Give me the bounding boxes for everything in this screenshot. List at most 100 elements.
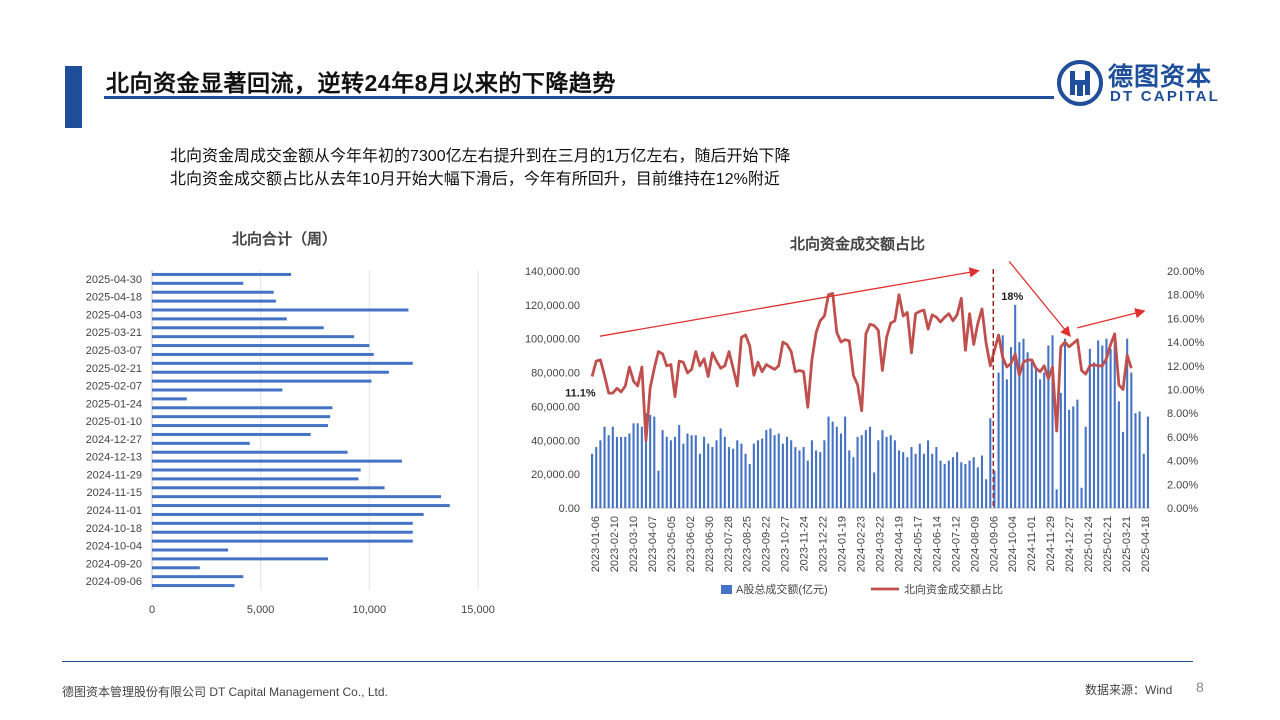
bar: [1051, 335, 1054, 508]
bar: [152, 379, 372, 383]
annotation-label: 11.1%: [565, 387, 596, 399]
bar: [786, 436, 789, 508]
x-tick-label: 2023-12-22: [818, 516, 830, 572]
subtitle-line-1: 北向资金周成交金额从今年年初的7300亿左右提升到在三月的1万亿左右，随后开始下…: [170, 148, 791, 165]
x-tick-label: 2024-12-27: [1064, 516, 1076, 572]
y-tick-label: 2024-12-13: [86, 452, 142, 464]
bar: [740, 443, 743, 508]
y-tick-label: 2024-10-04: [86, 541, 142, 553]
bar: [719, 428, 722, 508]
bar: [1142, 453, 1145, 508]
bar: [152, 477, 359, 481]
bar: [607, 435, 610, 508]
bar: [910, 447, 913, 508]
bar: [839, 433, 842, 508]
bar: [935, 447, 938, 508]
bar: [711, 447, 714, 508]
bar: [615, 436, 618, 508]
bar: [649, 414, 652, 508]
page-number: 8: [1196, 679, 1204, 695]
bar: [1072, 406, 1075, 508]
x-tick-label: 2024-10-04: [1007, 516, 1019, 572]
bar: [657, 470, 660, 508]
left-chart-title: 北向合计（周）: [232, 231, 338, 248]
bar: [694, 435, 697, 508]
bar: [906, 457, 909, 508]
bar: [1022, 338, 1025, 508]
bar: [968, 460, 971, 508]
bar: [1105, 338, 1108, 508]
legend-bar-label: A股总成交额(亿元): [736, 582, 828, 596]
bar: [653, 416, 656, 508]
bar: [665, 436, 668, 508]
bar: [1101, 345, 1104, 508]
trend-arrow: [1077, 308, 1146, 329]
y-tick-label: 2025-02-07: [86, 381, 142, 393]
right-tick-label: 18.00%: [1167, 290, 1205, 302]
bar: [632, 423, 635, 508]
footer-divider: [62, 661, 1193, 662]
y-tick-label: 2025-03-21: [86, 327, 142, 339]
bar: [152, 281, 244, 285]
bar: [1080, 487, 1083, 508]
y-tick-label: 2025-04-18: [86, 292, 142, 304]
bar: [732, 448, 735, 508]
bar: [980, 455, 984, 508]
x-tick-label: 2025-02-21: [1102, 516, 1114, 572]
bar: [152, 335, 355, 339]
bar: [794, 447, 797, 508]
right-tick-label: 12.00%: [1167, 361, 1205, 373]
bar: [1122, 431, 1125, 508]
bar: [599, 440, 602, 508]
x-tick-label: 10,000: [353, 604, 387, 616]
bar: [690, 435, 693, 508]
x-tick-label: 2024-11-01: [1026, 516, 1038, 571]
bar: [152, 352, 374, 356]
x-tick-label: 2025-01-24: [1083, 516, 1095, 572]
x-tick-label: 2023-06-02: [685, 516, 697, 572]
bar: [1043, 372, 1046, 508]
legend-line-label: 北向资金成交额占比: [904, 582, 1003, 596]
northbound-weekly-bar-chart: 0 5,000 10,000 15,000 2025-04-30 2025-04-18 20…: [86, 270, 495, 616]
y-tick-label: 2025-01-24: [86, 398, 142, 410]
x-tick-label: 2025-04-18: [1140, 516, 1152, 572]
bar: [661, 430, 664, 508]
x-tick-label: 2024-04-19: [893, 516, 905, 572]
bar: [939, 460, 942, 508]
bar: [152, 468, 361, 472]
bar: [1092, 362, 1096, 508]
bar: [152, 299, 276, 303]
bar: [964, 463, 967, 508]
bar: [819, 452, 822, 508]
bar: [802, 447, 805, 508]
x-tick-label: 0: [149, 604, 155, 616]
trend-arrow: [1008, 261, 1071, 338]
bar: [152, 486, 385, 490]
annotation-label: 18%: [1001, 291, 1023, 303]
bar: [152, 406, 333, 410]
bar: [773, 435, 776, 508]
x-tick-label: 2024-06-14: [931, 516, 943, 572]
y-tick-label: 2024-11-29: [87, 469, 142, 481]
bar: [943, 463, 946, 508]
bar: [603, 426, 606, 508]
trend-arrow: [599, 267, 980, 337]
bar: [152, 450, 348, 454]
bar: [781, 443, 784, 508]
right-tick-label: 2.00%: [1167, 479, 1198, 491]
right-tick-label: 16.00%: [1167, 313, 1205, 325]
bar: [1109, 348, 1112, 508]
x-tick-label: 2023-06-30: [704, 516, 716, 572]
y-tick-label: 2024-10-18: [86, 523, 142, 535]
right-tick-label: 8.00%: [1167, 408, 1198, 420]
bar: [644, 413, 648, 508]
bar: [1001, 335, 1004, 508]
bar: [707, 443, 710, 508]
x-tick-label: 5,000: [247, 604, 275, 616]
left-tick-label: 60,000.00: [531, 401, 580, 413]
left-tick-label: 20,000.00: [531, 469, 580, 481]
bar: [723, 436, 726, 508]
left-tick-label: 100,000.00: [525, 334, 580, 346]
bar: [152, 361, 413, 365]
bar: [682, 443, 685, 508]
